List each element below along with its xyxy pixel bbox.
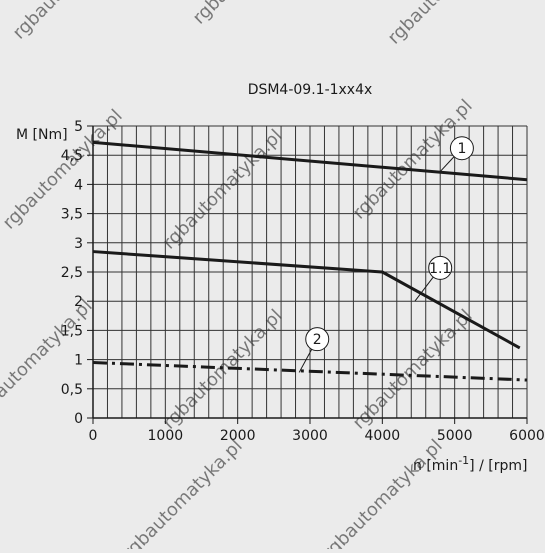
series-line-2 — [92, 361, 528, 382]
callout-leader — [298, 349, 313, 373]
x-tick-label: 3000 — [292, 428, 328, 444]
x-tick-labels: 0 1000 2000 3000 4000 5000 6000 — [89, 428, 545, 444]
callouts: 11.12 — [298, 136, 474, 373]
x-axis-label: n [min-1] / [rpm] — [413, 454, 527, 474]
x-axis-label-sup: -1 — [458, 454, 469, 467]
watermark-text: rgbautomatyka.pl — [319, 436, 447, 549]
chart-title: DSM4-09.1-1xx4x — [248, 82, 373, 98]
y-tick-label: 2,5 — [61, 265, 83, 281]
x-axis-label-prefix: n [min — [413, 458, 458, 474]
axes — [87, 125, 528, 424]
x-tick-label: 5000 — [437, 428, 473, 444]
y-tick-label: 3 — [74, 236, 83, 252]
y-tick-label: 0,5 — [61, 382, 83, 398]
y-tick-label: 5 — [74, 119, 83, 135]
y-tick-label: 4 — [74, 177, 83, 193]
x-tick-label: 1000 — [148, 428, 184, 444]
x-axis-label-suffix: ] / [rpm] — [469, 458, 527, 474]
watermark-text: rgbautomatyka.pl — [119, 436, 247, 549]
y-tick-label: 1,5 — [61, 323, 83, 339]
x-tick-label: 4000 — [365, 428, 401, 444]
watermark-text: rgbautomatyka.pl — [384, 0, 512, 49]
y-tick-labels: 0 0,5 1 1,5 2 2,5 3 3,5 4 4,5 5 — [61, 119, 83, 427]
callout-circle — [428, 255, 453, 280]
callout-label: 1.1 — [429, 261, 451, 277]
y-tick-label: 3,5 — [61, 207, 83, 223]
watermark-text: rgbautomatyka.pl — [159, 126, 287, 254]
y-tick-label: 1 — [74, 353, 83, 369]
callout-label: 1 — [457, 141, 466, 157]
grid — [92, 125, 528, 419]
series — [92, 140, 528, 382]
x-tick-label: 6000 — [509, 428, 545, 444]
callout-circle — [305, 327, 330, 352]
callout-circle — [449, 136, 474, 161]
y-tick-label: 2 — [74, 294, 83, 310]
series-line-1-1 — [92, 250, 521, 350]
watermark-text: rgbautomatyka.pl — [189, 0, 317, 29]
y-tick-label: 0 — [74, 411, 83, 427]
x-tick-label: 0 — [89, 428, 98, 444]
series-line-1 — [92, 140, 528, 182]
y-axis-label: M [Nm] — [16, 127, 68, 143]
callout-label: 2 — [313, 332, 322, 348]
callout-leader — [414, 276, 434, 302]
callout-leader — [439, 156, 455, 172]
y-tick-label: 4,5 — [61, 148, 83, 164]
watermark-text: rgbautomatyka.pl — [9, 0, 137, 44]
x-tick-label: 2000 — [220, 428, 256, 444]
